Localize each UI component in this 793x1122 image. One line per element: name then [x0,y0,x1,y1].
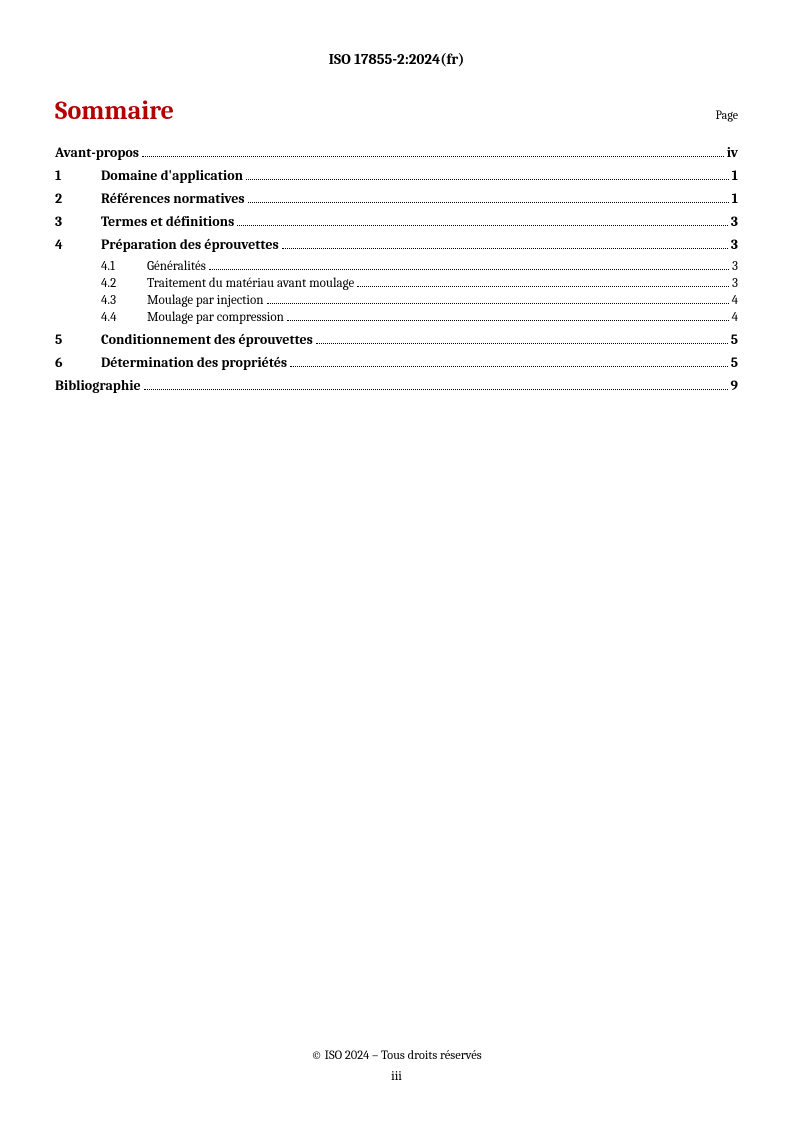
toc-entry[interactable]: Bibliographie 9 [55,377,738,394]
toc-entry-title: Généralités [147,259,206,274]
toc-leader [248,202,729,203]
toc-entry-page: 1 [732,167,738,184]
toc-entry-number: 4.3 [101,293,147,308]
toc-leader [246,179,729,180]
toc-entry-page: 3 [731,236,738,253]
toc-entry-title: Moulage par injection [147,293,264,308]
toc-entry-number: 4.2 [101,276,147,291]
toc-leader [316,343,728,344]
toc-leader [282,248,728,249]
document-id-header: ISO 17855-2:2024(fr) [55,50,738,68]
toc-entry-number: 2 [55,190,101,207]
toc-entry-page: 3 [732,259,738,274]
toc-entry-title: Conditionnement des éprouvettes [101,331,313,348]
toc-leader [237,225,728,226]
toc-leader [290,366,728,367]
toc-leader [267,303,729,304]
page-number: iii [0,1069,793,1084]
toc-entry-title: Préparation des éprouvettes [101,236,279,253]
toc-entry[interactable]: 5Conditionnement des éprouvettes5 [55,331,738,348]
toc-entry-title: Termes et définitions [101,213,234,230]
toc-subentry[interactable]: 4.2Traitement du matériau avant moulage 3 [55,276,738,291]
page-column-label: Page [716,108,738,122]
toc-entry[interactable]: 6Détermination des propriétés 5 [55,354,738,371]
toc-leader [209,269,729,270]
toc-entry-page: 5 [731,354,738,371]
toc-entry-title: Domaine d'application [101,167,243,184]
toc-leader [142,156,724,157]
toc-leader [287,320,729,321]
toc-entry-number: 3 [55,213,101,230]
toc-section-group: Avant-propos iv [55,144,738,161]
toc-section-group: 4Préparation des éprouvettes34.1Générali… [55,236,738,325]
toc-entry-title: Bibliographie [55,377,141,394]
toc-entry-page: 1 [732,190,738,207]
toc-leader [357,286,729,287]
toc-entry[interactable]: 2Références normatives 1 [55,190,738,207]
toc-entry-page: 3 [731,213,738,230]
toc-entry[interactable]: 4Préparation des éprouvettes 3 [55,236,738,253]
toc-section-group: 3Termes et définitions3 [55,213,738,230]
toc-entry-page: iv [727,144,738,161]
toc-entry-title: Détermination des propriétés [101,354,287,371]
toc-entry-page: 9 [731,377,738,394]
toc-leader [144,389,728,390]
toc-entry-number: 4 [55,236,101,253]
sommaire-header-row: Sommaire Page [55,96,738,126]
toc-entry-page: 4 [732,310,738,325]
toc-section-group: 1Domaine d'application1 [55,167,738,184]
toc-subentry[interactable]: 4.1Généralités 3 [55,259,738,274]
table-of-contents: Avant-proposiv1Domaine d'application12Ré… [55,144,738,394]
toc-section-group: 5Conditionnement des éprouvettes5 [55,331,738,348]
toc-entry-title: Références normatives [101,190,245,207]
toc-entry-number: 4.4 [101,310,147,325]
toc-entry-number: 1 [55,167,101,184]
toc-section-group: 6Détermination des propriétés 5 [55,354,738,371]
toc-entry[interactable]: Avant-propos iv [55,144,738,161]
sommaire-title: Sommaire [55,96,174,126]
page-footer: © ISO 2024 – Tous droits réservés iii [0,1049,793,1084]
toc-entry-number: 6 [55,354,101,371]
toc-entry-number: 5 [55,331,101,348]
toc-section-group: Bibliographie 9 [55,377,738,394]
toc-entry-page: 3 [732,276,738,291]
toc-entry-title: Traitement du matériau avant moulage [147,276,354,291]
toc-entry-page: 4 [732,293,738,308]
toc-subentry[interactable]: 4.3Moulage par injection 4 [55,293,738,308]
toc-subentry[interactable]: 4.4Moulage par compression 4 [55,310,738,325]
copyright-text: © ISO 2024 – Tous droits réservés [0,1049,793,1063]
toc-entry[interactable]: 3Termes et définitions3 [55,213,738,230]
toc-entry-title: Avant-propos [55,144,139,161]
toc-section-group: 2Références normatives 1 [55,190,738,207]
toc-entry-number: 4.1 [101,259,147,274]
toc-entry[interactable]: 1Domaine d'application1 [55,167,738,184]
toc-entry-page: 5 [731,331,738,348]
toc-entry-title: Moulage par compression [147,310,284,325]
